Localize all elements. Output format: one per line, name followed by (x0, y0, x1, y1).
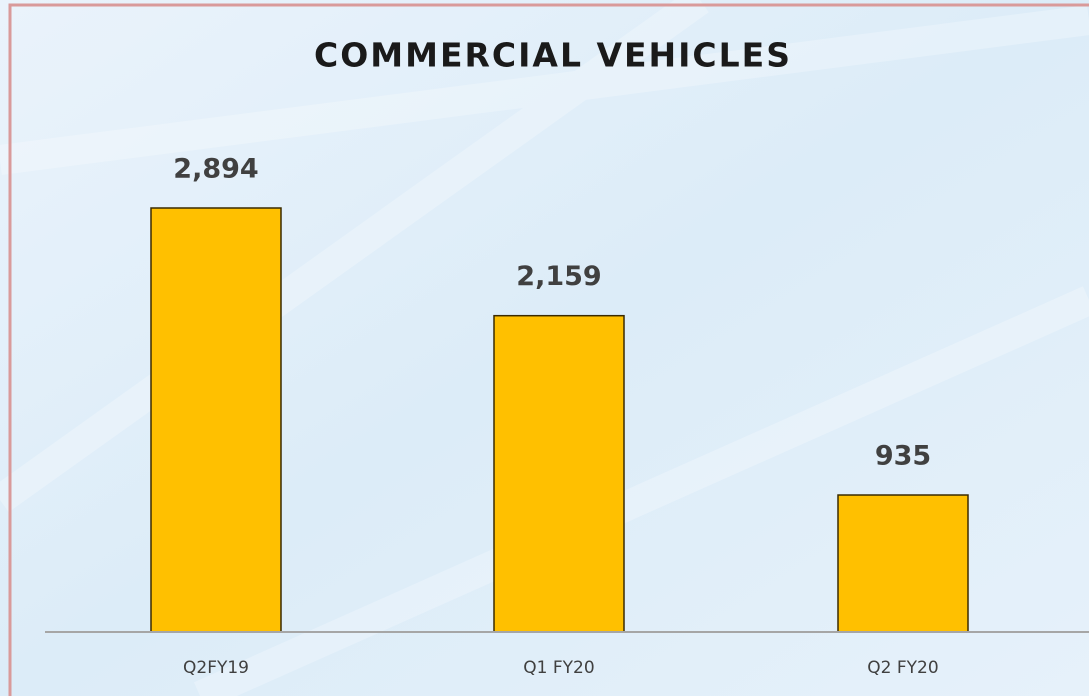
bar (493, 314, 625, 633)
data-label: 2,159 (516, 261, 601, 292)
data-label: 935 (875, 441, 931, 472)
chart-title: COMMERCIAL VEHICLES (314, 36, 792, 75)
x-tick-label: Q1 FY20 (523, 658, 594, 678)
x-tick-label: Q2 FY20 (867, 658, 938, 678)
x-tick-label: Q2FY19 (183, 658, 249, 678)
frame (8, 3, 1089, 696)
data-label: 2,894 (173, 154, 258, 185)
bar (150, 207, 282, 633)
bar (837, 494, 969, 633)
